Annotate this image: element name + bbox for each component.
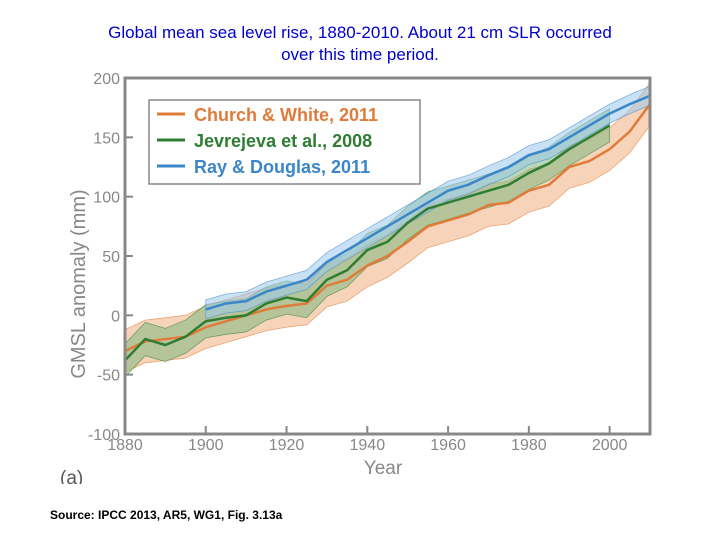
axis-ticks: -100 -50 0 50 100 150 200 1880 1900 1920 1940 1960 1…	[88, 71, 628, 454]
y-tick-label: -100	[88, 427, 120, 444]
y-axis-label: GMSL anomaly (mm)	[68, 189, 90, 378]
y-tick-label: 150	[93, 130, 120, 147]
series-lines	[124, 94, 652, 362]
panel-label: (a)	[60, 468, 83, 484]
x-axis-label: Year	[364, 458, 403, 479]
ray-douglas-legend-label: Ray & Douglas, 2011	[194, 157, 370, 177]
x-tick-label: 1880	[107, 437, 143, 454]
ray-douglas-series-line	[205, 94, 651, 311]
church-white-series-line	[124, 103, 652, 353]
slide-title-line-2: over this time period.	[281, 45, 439, 64]
source-citation: Source: IPCC 2013, AR5, WG1, Fig. 3.13a	[50, 508, 283, 522]
slide-title-line-1: Global mean sea level rise, 1880-2010. A…	[108, 23, 612, 42]
x-tick-label: 1940	[350, 437, 386, 454]
legend: Church & White, 2011 Jevrejeva et al., 20…	[148, 99, 421, 185]
y-tick-label: 200	[93, 71, 120, 88]
y-tick-label: 50	[102, 249, 120, 266]
jevrejeva-legend-label: Jevrejeva et al., 2008	[194, 131, 372, 151]
slide-title: Global mean sea level rise, 1880-2010. A…	[20, 22, 700, 66]
jevrejeva-series-line	[124, 124, 611, 362]
x-tick-label: 1980	[511, 437, 547, 454]
x-tick-label: 1960	[430, 437, 466, 454]
y-tick-label: -50	[97, 368, 120, 385]
legend-box	[148, 99, 421, 185]
church-white-legend-label: Church & White, 2011	[194, 105, 378, 125]
y-tick-label: 0	[111, 308, 120, 325]
x-tick-label: 1900	[188, 437, 224, 454]
x-tick-label: 1920	[269, 437, 305, 454]
y-tick-label: 100	[93, 190, 120, 207]
x-tick-label: 2000	[592, 437, 628, 454]
gmsl-chart: -100 -50 0 50 100 150 200 1880 1900 1920 1940 1960 1…	[60, 71, 652, 484]
